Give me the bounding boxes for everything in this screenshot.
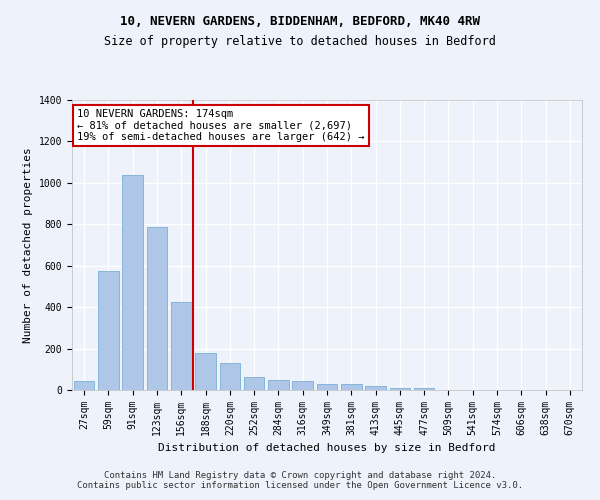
Bar — [414, 388, 434, 390]
Text: 10 NEVERN GARDENS: 174sqm
← 81% of detached houses are smaller (2,697)
19% of se: 10 NEVERN GARDENS: 174sqm ← 81% of detac… — [77, 108, 365, 142]
Y-axis label: Number of detached properties: Number of detached properties — [23, 147, 33, 343]
Bar — [244, 376, 265, 390]
Bar — [171, 302, 191, 390]
Bar — [268, 380, 289, 390]
Bar — [195, 352, 216, 390]
Bar — [292, 380, 313, 390]
Bar — [98, 271, 119, 390]
Bar — [365, 386, 386, 390]
Text: Size of property relative to detached houses in Bedford: Size of property relative to detached ho… — [104, 35, 496, 48]
Bar — [317, 384, 337, 390]
Bar — [74, 380, 94, 390]
X-axis label: Distribution of detached houses by size in Bedford: Distribution of detached houses by size … — [158, 444, 496, 454]
Bar — [341, 384, 362, 390]
Text: Contains HM Land Registry data © Crown copyright and database right 2024.
Contai: Contains HM Land Registry data © Crown c… — [77, 470, 523, 490]
Bar — [146, 228, 167, 390]
Bar — [389, 388, 410, 390]
Bar — [122, 174, 143, 390]
Bar — [220, 363, 240, 390]
Text: 10, NEVERN GARDENS, BIDDENHAM, BEDFORD, MK40 4RW: 10, NEVERN GARDENS, BIDDENHAM, BEDFORD, … — [120, 15, 480, 28]
